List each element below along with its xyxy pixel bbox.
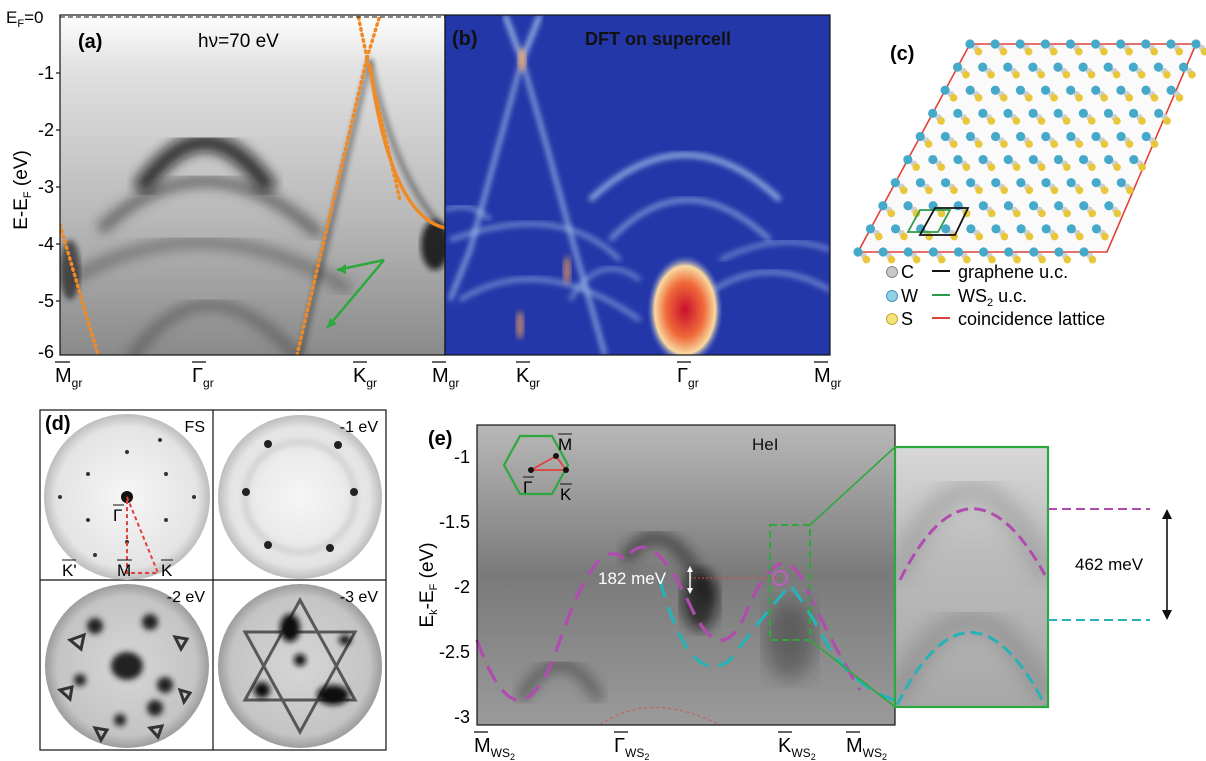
ytick-label: -3: [454, 707, 470, 727]
panel-c-lattice: [853, 39, 1206, 264]
panel-c: (c) C graphene u.c. W WS2 u.c. S coincid…: [853, 39, 1206, 329]
legend-atom-s: S: [901, 309, 913, 329]
legend-ws2-uc: WS2 u.c.: [958, 286, 1027, 309]
bz-gamma: Γ: [523, 478, 532, 497]
panel-a-xlabels: Mgr Γgr Kgr Mgr: [55, 365, 459, 390]
ytick-label: -2: [38, 120, 54, 140]
ytick-label: -3: [38, 177, 54, 197]
panel-b-xlabels: Kgr Γgr Mgr: [516, 365, 841, 390]
ytick-label: -1.5: [439, 512, 470, 532]
panel-b-dft-map: [445, 15, 830, 355]
ytick-label: -2.5: [439, 642, 470, 662]
point-gamma: Γ: [113, 506, 122, 525]
panel-b: (b) DFT on supercell Kgr Γgr Mgr: [444, 14, 841, 390]
panel-e-xlabels: MWS2 ΓWS2 KWS2 MWS2: [474, 735, 887, 761]
point-kprime: K': [62, 561, 77, 580]
ytick-label: -1: [38, 63, 54, 83]
atom-s-icon: [886, 313, 898, 325]
atom-c-icon: [886, 266, 898, 278]
quadrant-minus3ev: -3 eV: [340, 589, 379, 606]
panel-d: (d) FS Γ K' M K -1 eV -2: [39, 409, 387, 751]
x-label-m: Mgr: [432, 365, 459, 390]
panel-c-label: (c): [890, 43, 914, 65]
point-m: M: [117, 561, 131, 580]
magenta-dispersion: [475, 545, 862, 702]
x-label-m: Mgr: [55, 365, 82, 390]
panel-c-legend: C graphene u.c. W WS2 u.c. S coincidence…: [886, 262, 1105, 329]
zoom-magenta-band: [898, 507, 1047, 581]
bz-inset: M Γ K: [502, 433, 572, 504]
zoom-cyan-band: [895, 631, 1047, 706]
legend-coincidence-lattice: coincidence lattice: [958, 309, 1105, 329]
ytick-label: -5: [38, 291, 54, 311]
panel-d-label: (d): [45, 413, 71, 435]
x-label-m: Mgr: [814, 365, 841, 390]
panel-b-title: DFT on supercell: [585, 29, 731, 49]
x-label-m: MWS2: [474, 735, 515, 761]
panel-a-yticks: -1 -2 -3 -4 -5 -6: [38, 63, 54, 362]
x-label-gamma: Γgr: [677, 365, 699, 390]
panel-e: 182 meV M Γ K (e) HeI -1 -1.5 -2 -2.5 -3…: [417, 424, 1172, 761]
ytick-label: -6: [38, 342, 54, 362]
bz-k: K: [560, 485, 572, 504]
panel-a-ylabel: E-EF (eV): [11, 150, 34, 230]
x-label-gamma: Γgr: [192, 365, 214, 390]
panel-e-source: HeI: [752, 435, 778, 454]
legend-atom-w: W: [901, 286, 918, 306]
panel-b-bands: [445, 15, 830, 355]
panel-e-ylabel: Ek-EF (eV): [417, 542, 440, 627]
panel-e-label: (e): [428, 428, 452, 450]
panel-a-arpes-map: [60, 15, 445, 355]
ytick-label: -4: [38, 234, 54, 254]
ytick-label: -2: [454, 577, 470, 597]
atom-w-icon: [886, 290, 898, 302]
bz-m: M: [558, 435, 572, 454]
point-k: K: [161, 561, 173, 580]
quadrant-minus1ev: -1 eV: [340, 419, 379, 436]
panel-a-dirac-dots: [60, 15, 445, 355]
quadrant-minus2ev: -2 eV: [167, 589, 206, 606]
panel-a-green-arrows: [326, 258, 385, 329]
zoom-gap-label: 462 meV: [1075, 555, 1144, 574]
x-label-m: MWS2: [846, 735, 887, 761]
quadrant-fs: FS: [185, 419, 205, 436]
panel-a: (a) hν=70 eV EF=0 -1 -2 -3 -4 -5 -6 E-EF…: [6, 8, 830, 390]
panel-e-yticks: -1 -1.5 -2 -2.5 -3: [439, 447, 470, 727]
x-label-k: Kgr: [516, 365, 540, 390]
legend-atom-c: C: [901, 262, 914, 282]
x-label-k: Kgr: [353, 365, 377, 390]
panel-a-bands: [60, 59, 445, 355]
ytick-label: -1: [454, 447, 470, 467]
splitting-label: 182 meV: [598, 569, 667, 588]
panel-a-ef-label: EF=0: [6, 8, 43, 30]
x-label-k: KWS2: [778, 735, 816, 761]
panel-b-label: (b): [452, 28, 478, 50]
panel-a-label: (a): [78, 31, 102, 53]
x-label-gamma: ΓWS2: [614, 735, 649, 761]
panel-a-photon-energy: hν=70 eV: [198, 31, 279, 52]
legend-graphene-uc: graphene u.c.: [958, 262, 1068, 282]
